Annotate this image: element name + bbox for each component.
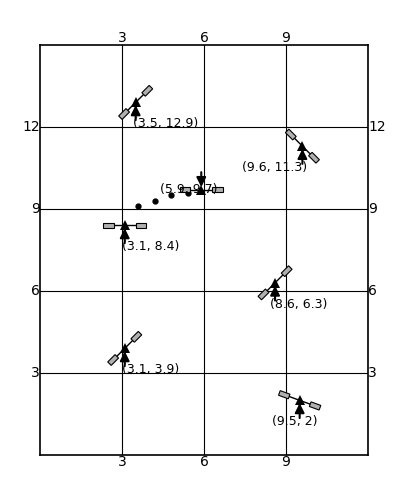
Bar bbox=[281, 266, 292, 276]
Bar bbox=[180, 188, 190, 192]
Text: (3.5, 12.9): (3.5, 12.9) bbox=[133, 118, 198, 130]
Bar bbox=[308, 152, 320, 163]
Text: 6: 6 bbox=[200, 455, 208, 469]
Text: (8.6, 6.3): (8.6, 6.3) bbox=[270, 298, 327, 311]
Bar bbox=[258, 289, 269, 300]
Text: 12: 12 bbox=[368, 120, 386, 134]
Bar bbox=[285, 129, 296, 140]
Text: 3: 3 bbox=[118, 31, 126, 45]
Bar bbox=[142, 86, 153, 96]
Text: (3.1, 8.4): (3.1, 8.4) bbox=[122, 240, 179, 254]
Text: 3: 3 bbox=[31, 366, 40, 380]
Text: 6: 6 bbox=[368, 284, 377, 298]
Bar bbox=[309, 402, 321, 410]
Bar bbox=[131, 332, 142, 342]
Text: 3: 3 bbox=[368, 366, 377, 380]
Text: 9: 9 bbox=[31, 202, 40, 216]
Bar bbox=[278, 390, 290, 399]
Text: (9.6, 11.3): (9.6, 11.3) bbox=[242, 161, 307, 174]
Text: 9: 9 bbox=[282, 31, 290, 45]
Text: 6: 6 bbox=[31, 284, 40, 298]
Text: (5.9, 9.7): (5.9, 9.7) bbox=[160, 183, 218, 196]
Bar bbox=[212, 188, 223, 192]
Text: 3: 3 bbox=[118, 455, 126, 469]
Text: (3.1, 3.9): (3.1, 3.9) bbox=[122, 364, 179, 376]
Bar bbox=[136, 223, 146, 228]
Text: 12: 12 bbox=[22, 120, 40, 134]
Text: (9.5, 2): (9.5, 2) bbox=[272, 416, 318, 428]
Bar bbox=[103, 223, 114, 228]
Bar bbox=[119, 108, 130, 120]
Text: 6: 6 bbox=[200, 31, 208, 45]
Bar bbox=[108, 354, 118, 366]
Text: 9: 9 bbox=[282, 455, 290, 469]
Text: 9: 9 bbox=[368, 202, 377, 216]
